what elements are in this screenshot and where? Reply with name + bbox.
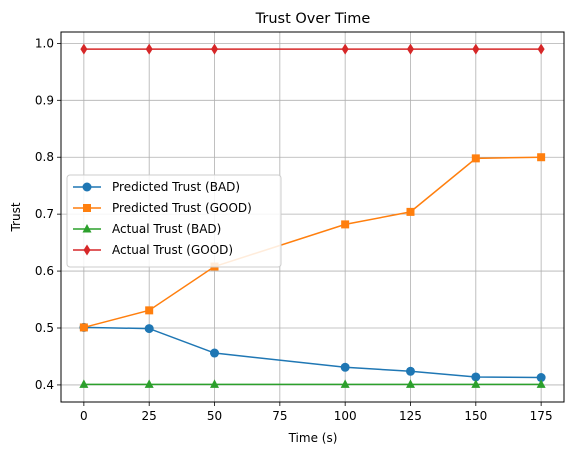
data-point xyxy=(537,43,545,55)
legend-item: Predicted Trust (GOOD) xyxy=(73,201,252,215)
data-point xyxy=(80,43,88,55)
data-point xyxy=(341,220,350,229)
legend-label: Actual Trust (BAD) xyxy=(112,222,221,236)
x-tick-label: 175 xyxy=(530,409,553,423)
x-axis: 0 25 50 75 100 125 150 175 xyxy=(80,402,553,423)
data-point xyxy=(79,379,89,388)
legend: Predicted Trust (BAD) Predicted Trust (GO… xyxy=(66,174,282,268)
legend-label: Predicted Trust (BAD) xyxy=(112,180,240,194)
data-point xyxy=(536,379,546,388)
series-layer xyxy=(79,43,546,388)
legend-item: Predicted Trust (BAD) xyxy=(73,180,240,194)
data-point xyxy=(406,207,415,216)
y-axis: 0.4 0.5 0.6 0.7 0.8 0.9 1.0 xyxy=(35,36,61,392)
y-tick-label: 1.0 xyxy=(35,36,54,50)
y-tick-label: 0.8 xyxy=(35,150,54,164)
data-point xyxy=(210,348,220,358)
legend-marker xyxy=(83,244,91,256)
plot-frame xyxy=(60,31,565,403)
data-point xyxy=(340,362,350,372)
data-point xyxy=(79,323,88,332)
data-point xyxy=(536,373,546,383)
data-point xyxy=(210,379,220,388)
x-tick-label: 25 xyxy=(142,409,157,423)
y-tick-label: 0.4 xyxy=(35,378,54,392)
x-tick-label: 50 xyxy=(207,409,222,423)
y-tick-label: 0.7 xyxy=(35,207,54,221)
legend-item: Actual Trust (GOOD) xyxy=(73,243,233,257)
y-tick-label: 0.5 xyxy=(35,321,54,335)
data-point xyxy=(145,306,154,315)
x-tick-label: 75 xyxy=(272,409,287,423)
x-axis-label: Time (s) xyxy=(288,431,338,445)
legend-label: Actual Trust (GOOD) xyxy=(112,243,233,257)
data-point xyxy=(144,324,154,334)
x-tick-label: 125 xyxy=(399,409,422,423)
data-point xyxy=(211,43,219,55)
y-axis-label: Trust xyxy=(9,202,23,232)
series-1 xyxy=(79,322,546,383)
legend-item: Actual Trust (BAD) xyxy=(73,222,221,236)
legend-marker xyxy=(82,182,92,192)
x-tick-label: 150 xyxy=(464,409,487,423)
series-4 xyxy=(80,43,545,55)
data-point xyxy=(471,372,481,382)
x-tick-label: 0 xyxy=(80,409,88,423)
data-point xyxy=(537,153,546,162)
data-point xyxy=(471,154,480,163)
data-point xyxy=(144,379,154,388)
data-point xyxy=(405,379,415,388)
legend-marker xyxy=(82,224,92,233)
data-point xyxy=(405,366,415,376)
data-point xyxy=(472,43,480,55)
legend-box xyxy=(66,174,282,268)
data-point xyxy=(471,379,481,388)
data-point xyxy=(341,43,349,55)
y-tick-label: 0.9 xyxy=(35,93,54,107)
series-3 xyxy=(79,379,546,388)
x-tick-label: 100 xyxy=(334,409,357,423)
data-point xyxy=(340,379,350,388)
legend-marker xyxy=(83,204,91,212)
chart-title: Trust Over Time xyxy=(255,11,371,27)
y-tick-label: 0.6 xyxy=(35,264,54,278)
legend-label: Predicted Trust (GOOD) xyxy=(112,201,252,215)
data-point xyxy=(406,43,414,55)
data-point xyxy=(145,43,153,55)
